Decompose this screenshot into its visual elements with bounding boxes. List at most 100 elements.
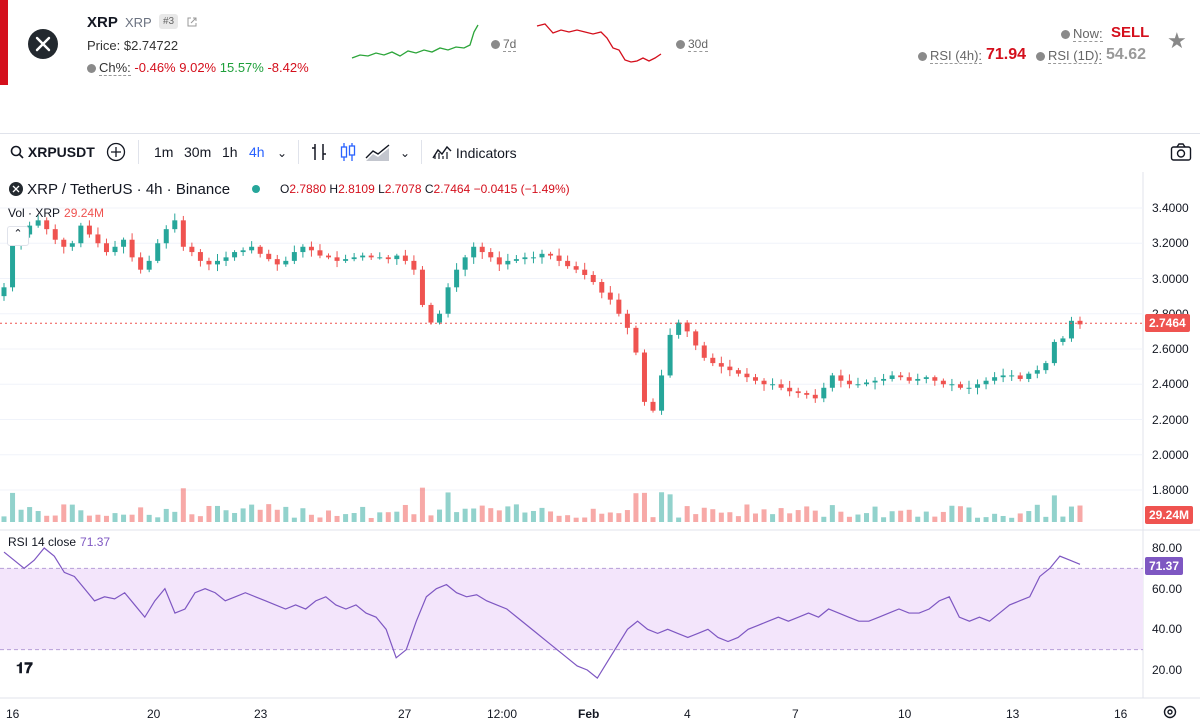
volume-bar <box>445 492 451 522</box>
candle <box>189 246 195 253</box>
candle <box>530 257 536 259</box>
price-chart[interactable] <box>0 172 1200 720</box>
volume-bar <box>1060 516 1066 522</box>
candle <box>633 327 639 353</box>
candle <box>676 322 682 335</box>
favorite-star-icon[interactable]: ★ <box>1167 28 1187 53</box>
settings-gear-icon[interactable] <box>1162 704 1178 725</box>
interval-1m[interactable]: 1m <box>154 144 174 160</box>
volume-bar <box>138 507 144 522</box>
volume-bar <box>659 492 665 522</box>
candle-chart-type-icon[interactable] <box>339 142 357 165</box>
chart-type-dropdown-icon[interactable]: ⌄ <box>400 146 411 160</box>
candle <box>163 229 169 244</box>
candle <box>274 259 280 265</box>
time-axis-tick: 4 <box>684 707 691 721</box>
volume-bar <box>419 487 425 522</box>
volume-bar <box>479 505 485 522</box>
compare-add-icon[interactable] <box>106 142 126 165</box>
candle <box>334 257 340 261</box>
volume-bar <box>992 513 998 522</box>
interval-dropdown-icon[interactable]: ⌄ <box>277 146 288 160</box>
collapse-legend-icon[interactable]: ⌃ <box>7 226 29 246</box>
time-axis-tick: 16 <box>1114 707 1128 721</box>
symbol-search[interactable]: XRPUSDT <box>10 144 95 160</box>
volume-bar <box>872 506 878 522</box>
volume-bar <box>573 517 579 522</box>
volume-bar <box>752 513 758 522</box>
volume-bar <box>881 517 887 522</box>
change-value: 9.02% <box>179 60 217 75</box>
candle <box>573 266 579 270</box>
price-axis-tick: 2.6000 <box>1152 342 1189 356</box>
volume-bar <box>334 515 340 522</box>
candle <box>565 260 571 267</box>
candle <box>103 243 109 253</box>
volume-bar <box>274 509 280 522</box>
volume-bar <box>864 513 870 522</box>
signal-accent-bar <box>0 0 8 85</box>
bar-chart-type-icon[interactable] <box>311 142 327 165</box>
candle <box>1026 373 1032 379</box>
volume-bar <box>505 506 511 522</box>
symbol-label: XRPUSDT <box>27 144 95 160</box>
volume-bar <box>787 513 793 522</box>
external-link-icon[interactable] <box>186 15 198 33</box>
camera-icon[interactable] <box>1170 142 1192 165</box>
time-axis-tick: 7 <box>792 707 799 721</box>
volume-bar <box>402 504 408 522</box>
volume-bar <box>1043 516 1049 522</box>
volume-bar <box>1051 495 1057 522</box>
area-chart-type-icon[interactable] <box>365 142 391 165</box>
candle <box>710 357 716 364</box>
candle <box>881 378 887 381</box>
price-axis-tick: 2.4000 <box>1152 377 1189 392</box>
candle <box>898 375 904 378</box>
rsi-4h: RSI (4h): <box>918 48 983 64</box>
volume-bar <box>590 508 596 522</box>
candle <box>206 260 212 265</box>
help-icon[interactable] <box>87 64 96 74</box>
candle <box>1051 341 1057 364</box>
candle <box>44 220 50 230</box>
tradingview-logo[interactable]: 𝟏𝟕 <box>16 660 33 677</box>
volume-bar <box>249 504 255 522</box>
interval-1h[interactable]: 1h <box>222 144 238 160</box>
help-icon <box>676 40 685 50</box>
candle <box>343 259 349 261</box>
volume-bar <box>838 511 844 522</box>
indicators-button[interactable]: Indicators <box>432 144 517 161</box>
interval-4h[interactable]: 4h <box>249 144 265 160</box>
interval-30m[interactable]: 30m <box>184 144 212 160</box>
candle <box>428 304 434 323</box>
volume-bar <box>940 511 946 522</box>
coin-ticker: XRP <box>125 15 152 30</box>
candle <box>744 373 750 378</box>
candle <box>488 252 494 258</box>
volume-bar <box>548 511 554 522</box>
candle <box>496 257 502 265</box>
candle <box>437 313 443 323</box>
candle <box>966 387 972 389</box>
volume-bar <box>957 506 963 522</box>
candle <box>795 391 801 394</box>
candle <box>940 380 946 385</box>
volume-bar <box>189 514 195 522</box>
volume-bar <box>949 505 955 522</box>
volume-bar <box>804 506 810 522</box>
volume-bar <box>1017 513 1023 522</box>
rsi-4h-value: 71.94 <box>986 46 1027 63</box>
price-label: Price: <box>87 38 121 53</box>
candle <box>360 255 366 258</box>
candle <box>582 269 588 275</box>
volume-bar <box>1000 515 1006 522</box>
candle <box>624 313 630 328</box>
candle <box>10 243 16 288</box>
candle <box>27 225 33 235</box>
candle <box>223 257 229 261</box>
sparkline-30d-label: 30d <box>676 37 709 52</box>
volume-bar <box>582 517 588 522</box>
divider <box>421 140 422 164</box>
volume-bar <box>197 516 203 522</box>
volume-bar <box>522 512 528 522</box>
